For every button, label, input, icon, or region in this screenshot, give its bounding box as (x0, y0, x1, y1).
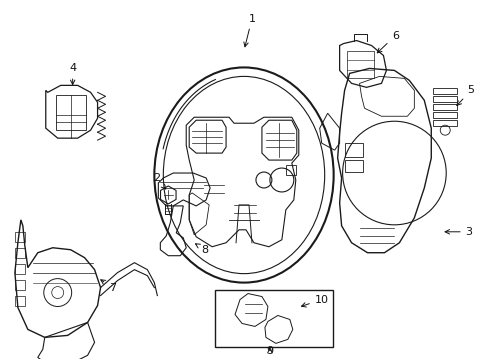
Bar (15, 280, 25, 289)
Text: 6: 6 (377, 31, 398, 53)
Text: 8: 8 (195, 244, 208, 255)
Bar (346, 50, 374, 78)
Text: 10: 10 (301, 294, 328, 307)
Bar (432, 88, 456, 94)
Text: 5: 5 (456, 85, 474, 105)
Bar (432, 112, 456, 118)
Text: 1: 1 (244, 14, 255, 47)
Text: 3: 3 (444, 227, 472, 237)
Bar (432, 96, 456, 102)
Text: 4: 4 (69, 63, 76, 85)
Text: 2: 2 (152, 173, 165, 189)
Bar (344, 160, 362, 172)
Bar (344, 143, 362, 157)
Bar (285, 165, 295, 175)
Bar (15, 264, 25, 274)
Bar (56, 95, 85, 130)
Bar (215, 289, 332, 347)
Bar (432, 104, 456, 110)
Bar (15, 248, 25, 258)
Bar (15, 232, 25, 242)
Bar (432, 120, 456, 126)
Text: 9: 9 (266, 346, 273, 356)
Bar (15, 296, 25, 306)
Text: 7: 7 (101, 280, 116, 293)
